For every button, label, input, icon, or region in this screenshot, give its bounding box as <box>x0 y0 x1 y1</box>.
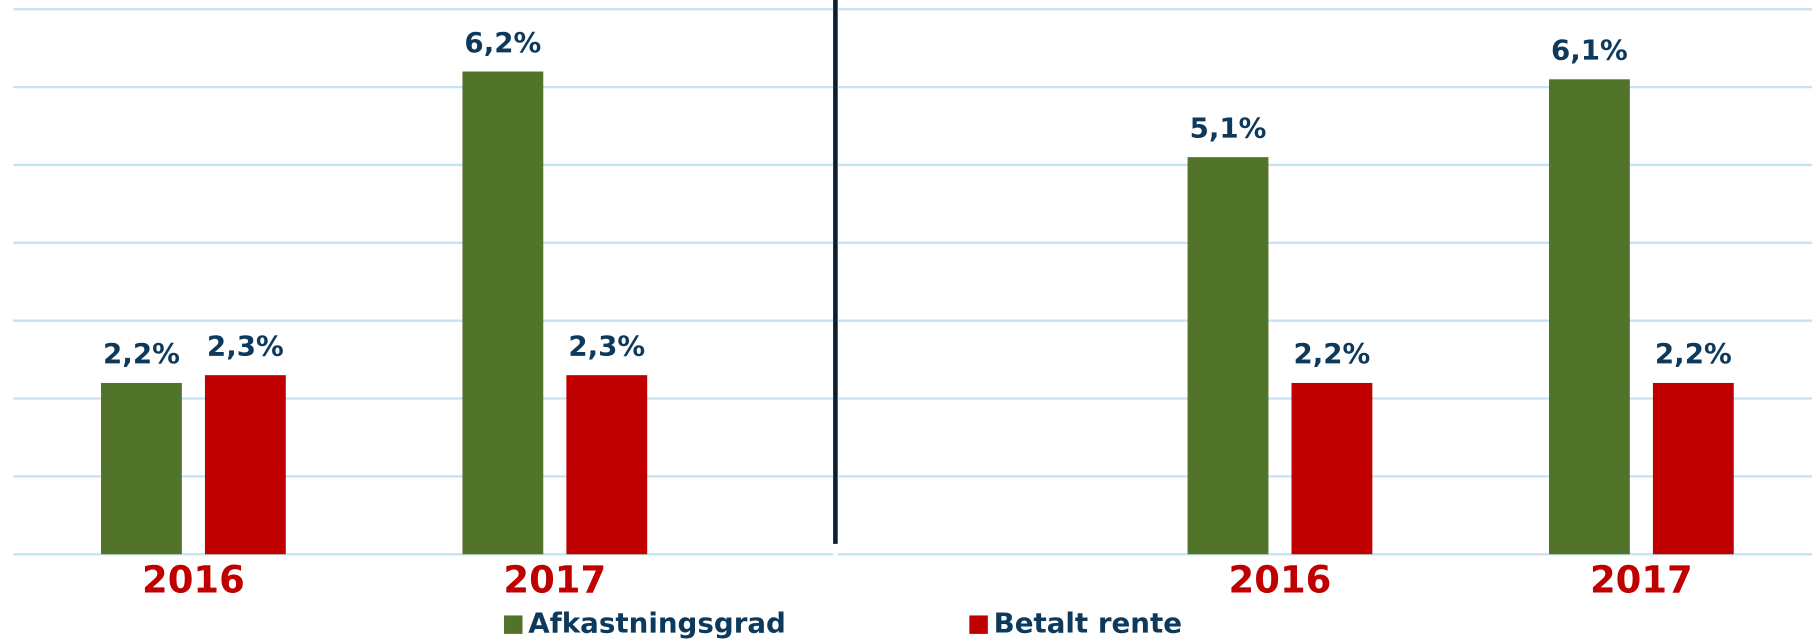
legend-label: Afkastningsgrad <box>528 607 786 640</box>
legend-swatch <box>969 615 988 634</box>
bar <box>101 382 182 555</box>
bar <box>204 375 286 555</box>
data-label: 2,3% <box>568 329 645 362</box>
x-tick-label: 2017 <box>1590 558 1693 601</box>
data-label: 5,1% <box>1190 111 1267 144</box>
data-label: 6,2% <box>464 26 541 59</box>
data-label: 2,2% <box>1293 337 1370 370</box>
data-label: 6,1% <box>1551 34 1628 67</box>
bar <box>1187 157 1269 555</box>
legend-swatch <box>504 615 523 634</box>
bar <box>1291 382 1373 555</box>
x-tick-label: 2016 <box>1229 558 1332 601</box>
data-label: 2,2% <box>103 337 180 370</box>
bar <box>566 375 648 555</box>
data-label: 2,2% <box>1655 337 1732 370</box>
bar <box>1652 382 1734 555</box>
legend-label: Betalt rente <box>994 607 1182 640</box>
bar <box>1549 79 1630 555</box>
x-tick-label: 2017 <box>503 558 606 601</box>
data-label: 2,3% <box>207 329 284 362</box>
x-tick-label: 2016 <box>142 558 245 601</box>
bar <box>462 71 544 555</box>
